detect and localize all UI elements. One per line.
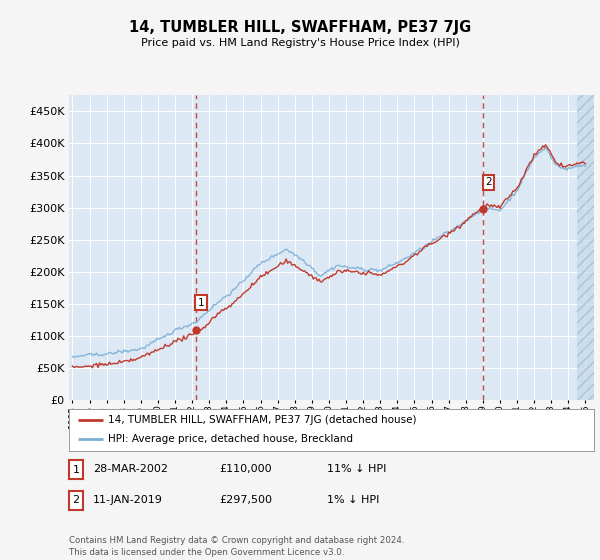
Text: 2: 2 <box>485 178 492 187</box>
Text: Price paid vs. HM Land Registry's House Price Index (HPI): Price paid vs. HM Land Registry's House … <box>140 38 460 48</box>
Bar <box>577 95 594 400</box>
Text: HPI: Average price, detached house, Breckland: HPI: Average price, detached house, Brec… <box>109 435 353 445</box>
Text: £297,500: £297,500 <box>219 495 272 505</box>
Text: Contains HM Land Registry data © Crown copyright and database right 2024.
This d: Contains HM Land Registry data © Crown c… <box>69 536 404 557</box>
Text: 1% ↓ HPI: 1% ↓ HPI <box>327 495 379 505</box>
Text: 11-JAN-2019: 11-JAN-2019 <box>93 495 163 505</box>
Text: 2: 2 <box>73 496 79 505</box>
Text: £110,000: £110,000 <box>219 464 272 474</box>
Text: 28-MAR-2002: 28-MAR-2002 <box>93 464 168 474</box>
Text: 1: 1 <box>73 465 79 474</box>
Text: 14, TUMBLER HILL, SWAFFHAM, PE37 7JG (detached house): 14, TUMBLER HILL, SWAFFHAM, PE37 7JG (de… <box>109 415 417 425</box>
Text: 14, TUMBLER HILL, SWAFFHAM, PE37 7JG: 14, TUMBLER HILL, SWAFFHAM, PE37 7JG <box>129 20 471 35</box>
Text: 11% ↓ HPI: 11% ↓ HPI <box>327 464 386 474</box>
Text: 1: 1 <box>198 298 205 308</box>
